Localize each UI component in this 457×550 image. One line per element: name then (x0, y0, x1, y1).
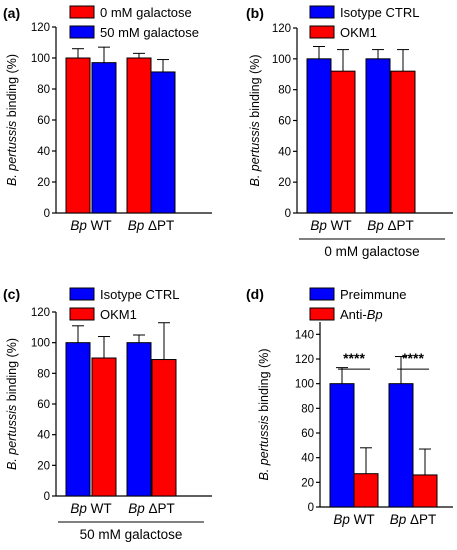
condition-label: 0 mM galactose (324, 244, 419, 259)
y-tick-label: 0 (308, 502, 314, 514)
y-tick-label: 60 (37, 115, 50, 127)
y-tick-label: 20 (278, 177, 291, 189)
y-axis-label: B. pertussis binding (%) (248, 54, 262, 186)
y-tick-label: 40 (278, 146, 291, 158)
y-tick-label: 40 (301, 453, 314, 465)
bar (91, 357, 117, 497)
y-tick-label: 120 (272, 23, 291, 35)
bar (126, 342, 152, 497)
legend-swatch (69, 25, 95, 39)
legend-swatch (309, 5, 335, 19)
y-axis-label: B. pertussis binding (%) (5, 54, 19, 186)
y-tick-label: 0 (44, 208, 50, 220)
x-tick-label: Bp ΔPT (367, 218, 414, 233)
y-tick-label: 20 (37, 177, 50, 189)
panel-label: (a) (3, 5, 20, 21)
y-tick-label: 40 (37, 430, 50, 442)
y-tick-label: 80 (37, 84, 50, 96)
bar (365, 58, 391, 214)
chart-panel: (c) Isotype CTRL OKM1 0 20 40 60 80 100 120 B. per… (3, 286, 212, 542)
x-tick-label: Bp WT (333, 512, 374, 527)
x-tick-label: Bp ΔPT (128, 218, 175, 233)
y-tick-label: 80 (301, 403, 314, 415)
legend-label: Preimmune (340, 287, 406, 302)
bar (126, 57, 152, 214)
legend-swatch (309, 25, 335, 39)
chart-panel: (a) 0 mM galactose 50 mM galactose 0 20 40 60 8… (3, 5, 212, 233)
legend-swatch (309, 307, 335, 321)
significance-stars: **** (343, 350, 365, 366)
x-tick-label: Bp WT (310, 218, 351, 233)
y-tick-label: 0 (44, 491, 50, 503)
legend-swatch (69, 307, 95, 321)
legend-label: Isotype CTRL (340, 5, 419, 20)
panel-label: (d) (246, 286, 264, 302)
y-tick-label: 80 (278, 85, 291, 97)
y-tick-label: 40 (37, 146, 50, 158)
y-tick-label: 100 (295, 379, 314, 391)
bar (65, 57, 91, 214)
x-tick-label: Bp ΔPT (128, 501, 175, 516)
y-axis-label: B. pertussis binding (%) (257, 348, 271, 480)
y-tick-label: 60 (301, 428, 314, 440)
legend-swatch (309, 287, 335, 301)
y-tick-label: 100 (272, 54, 291, 66)
bar (150, 71, 176, 214)
legend-label: OKM1 (340, 25, 377, 40)
y-tick-label: 60 (278, 116, 291, 128)
legend-label: Isotype CTRL (100, 287, 179, 302)
bar (91, 62, 117, 214)
significance-stars: **** (402, 350, 424, 366)
bar (306, 58, 332, 214)
y-tick-label: 120 (295, 354, 314, 366)
y-tick-label: 80 (37, 368, 50, 380)
legend-label: 0 mM galactose (100, 5, 192, 20)
y-tick-label: 20 (301, 477, 314, 489)
y-tick-label: 20 (37, 460, 50, 472)
bar (388, 383, 414, 508)
bar (412, 474, 438, 508)
x-tick-label: Bp ΔPT (390, 512, 437, 527)
bar (353, 473, 379, 508)
y-tick-label: 100 (31, 53, 50, 65)
chart-panel: (d) Preimmune Anti-Bp 0 20 40 60 80 100 120 140 B. … (246, 286, 453, 527)
panel-label: (b) (246, 5, 264, 21)
condition-label: 50 mM galactose (80, 527, 183, 542)
x-tick-label: Bp WT (70, 501, 111, 516)
chart-panel: (b) Isotype CTRL OKM1 0 20 40 60 80 100 120 B. per… (246, 5, 453, 259)
bar (151, 359, 177, 497)
legend-label: Anti-Bp (340, 307, 383, 322)
legend-label: OKM1 (100, 307, 137, 322)
bar (329, 383, 355, 508)
y-tick-label: 120 (31, 307, 50, 319)
x-tick-label: Bp WT (70, 218, 111, 233)
bar (330, 70, 356, 214)
legend-swatch (69, 287, 95, 301)
y-tick-label: 100 (31, 338, 50, 350)
y-tick-label: 0 (285, 208, 291, 220)
y-axis-label: B. pertussis binding (%) (5, 338, 19, 470)
legend-swatch (69, 5, 95, 19)
y-tick-label: 120 (31, 22, 50, 34)
bar (65, 342, 91, 497)
bar (390, 70, 416, 214)
y-tick-label: 140 (295, 329, 314, 341)
panel-label: (c) (3, 286, 20, 302)
y-tick-label: 60 (37, 399, 50, 411)
legend-label: 50 mM galactose (100, 25, 199, 40)
